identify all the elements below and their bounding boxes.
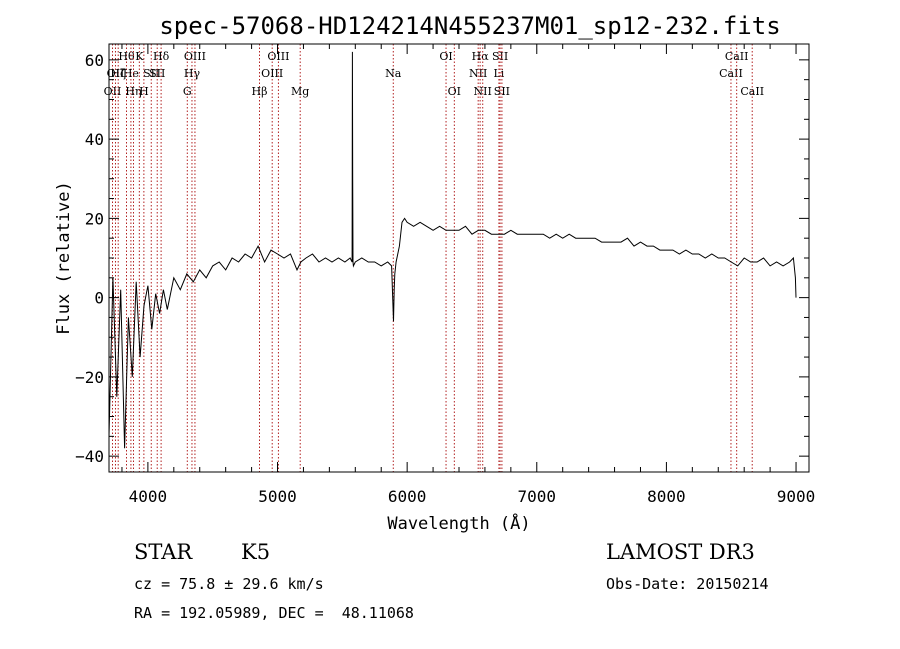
line-marker-label: CaII [719, 67, 743, 80]
line-marker-label: OI [448, 85, 461, 98]
y-tick-label: −40 [75, 447, 104, 466]
subclass: K5 [241, 540, 271, 564]
chart-title: spec-57068-HD124214N455237M01_sp12-232.f… [159, 12, 780, 40]
object-class: STAR [134, 540, 193, 564]
line-marker-label: Mg [291, 85, 309, 98]
line-marker-label: He [123, 67, 139, 80]
line-marker-label: OIII [184, 50, 206, 63]
line-marker-label: NII [474, 85, 492, 98]
line-marker-label: SII [492, 50, 508, 63]
y-tick-label: 40 [85, 130, 104, 149]
line-marker-label: OIII [261, 67, 283, 80]
line-marker-label: OIII [267, 50, 289, 63]
y-tick-label: 20 [85, 209, 104, 228]
line-marker-label: Hδ [153, 50, 170, 63]
line-marker-label: OI [439, 50, 452, 63]
x-axis-label: Wavelength (Å) [387, 512, 530, 534]
line-marker-label: Li [494, 67, 505, 80]
line-marker-label: Hγ [184, 67, 201, 80]
line-marker-label: SII [143, 67, 159, 80]
series-layer [108, 51, 797, 449]
line-marker-label: CaII [725, 50, 749, 63]
line-marker-label: Hη [125, 85, 141, 98]
y-axis-label: Flux (relative) [54, 181, 74, 335]
line-marker-label: K [135, 50, 144, 63]
y-tick-label: 0 [94, 289, 104, 308]
line-marker-label: OII [104, 85, 122, 98]
obs-date: Obs-Date: 20150214 [606, 575, 769, 593]
x-ticks: 4000 5000 6000 7000 8000 9000 [121, 44, 816, 506]
spectrum-line [108, 51, 797, 449]
x-tick-label: 6000 [388, 487, 427, 506]
line-marker-label: H [139, 85, 149, 98]
x-tick-label: 9000 [777, 487, 816, 506]
plot-frame [108, 43, 810, 473]
line-marker-label: G [183, 85, 192, 98]
line-marker-label: SII [494, 85, 510, 98]
survey-name: LAMOST DR3 [606, 540, 755, 564]
line-markers: OIIOIIHζHθHeHηKHSIIHδSIIGHγOIIIHβOIIIOII… [104, 44, 764, 472]
line-marker-label: Hζ [110, 67, 126, 80]
y-tick-label: 60 [85, 51, 104, 70]
line-marker-label: OII [107, 67, 125, 80]
line-marker-label: Hα [472, 50, 490, 63]
x-tick-label: 5000 [258, 487, 297, 506]
line-marker-label: SII [149, 67, 165, 80]
line-marker-label: NII [469, 67, 487, 80]
y-tick-label: −20 [75, 368, 104, 387]
line-marker-label: Na [385, 67, 402, 80]
line-marker-label: CaII [740, 85, 764, 98]
x-tick-label: 8000 [647, 487, 686, 506]
line-marker-label: Hθ [118, 50, 135, 63]
line-marker-label: Hβ [252, 85, 268, 98]
y-ticks: −40 −20 0 20 40 60 [75, 51, 809, 466]
coordinates-readout: RA = 192.05989, DEC = 48.11068 [134, 604, 414, 622]
x-tick-label: 7000 [518, 487, 557, 506]
redshift-readout: cz = 75.8 ± 29.6 km/s [134, 575, 324, 593]
x-tick-label: 4000 [129, 487, 168, 506]
